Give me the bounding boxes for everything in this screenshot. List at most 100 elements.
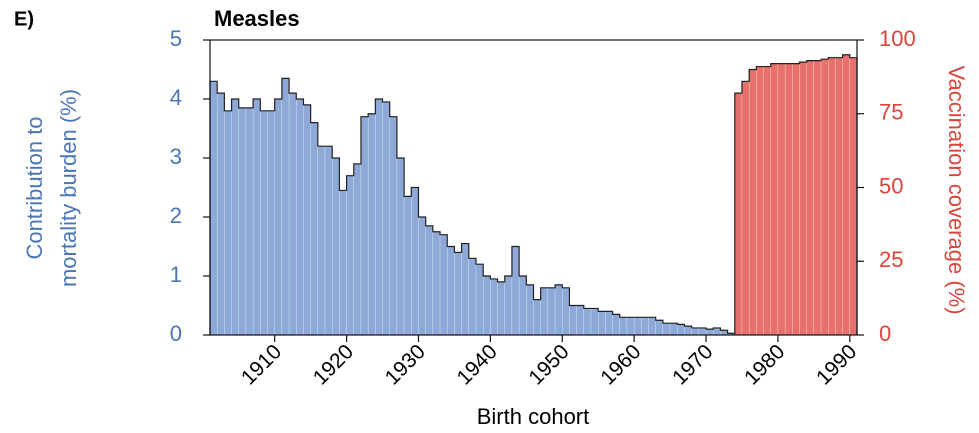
bar bbox=[411, 187, 419, 336]
x-tick-label: 1980 bbox=[740, 340, 789, 389]
bar bbox=[260, 110, 268, 336]
bar bbox=[403, 196, 412, 336]
bar bbox=[533, 299, 541, 336]
bar bbox=[454, 252, 462, 336]
bar-outline bbox=[209, 77, 858, 336]
bar bbox=[547, 287, 556, 336]
bar bbox=[792, 63, 800, 336]
y2-tick-label: 75 bbox=[879, 100, 903, 125]
x-tick-label: 1960 bbox=[596, 340, 645, 389]
x-tick-label: 1930 bbox=[381, 340, 430, 389]
bar bbox=[490, 278, 498, 336]
bar bbox=[346, 175, 354, 336]
bar bbox=[648, 317, 656, 336]
bar bbox=[612, 314, 620, 336]
bar bbox=[849, 57, 858, 336]
bar bbox=[720, 330, 728, 336]
x-tick-label: 1940 bbox=[453, 340, 502, 389]
y-axis-label: mortality burden (%) bbox=[56, 89, 81, 287]
bar bbox=[518, 275, 527, 336]
bar bbox=[554, 284, 563, 336]
bar bbox=[339, 190, 347, 336]
y2-tick-label: 25 bbox=[879, 247, 903, 272]
bar bbox=[633, 317, 642, 336]
x-tick-label: 1910 bbox=[237, 340, 286, 389]
y-tick-label: 0 bbox=[170, 321, 182, 346]
x-tick-label: 1950 bbox=[524, 340, 573, 389]
bar bbox=[224, 110, 232, 336]
bar bbox=[820, 58, 829, 336]
bar bbox=[274, 98, 283, 336]
bar bbox=[288, 92, 297, 336]
y2-tick-label: 50 bbox=[879, 173, 903, 198]
bar bbox=[382, 101, 390, 336]
bar bbox=[439, 234, 448, 336]
bar bbox=[310, 122, 319, 336]
y2-axis-label: Vaccination coverage (%) bbox=[944, 65, 969, 314]
x-tick-label: 1970 bbox=[668, 340, 717, 389]
bar bbox=[231, 98, 239, 336]
bar bbox=[669, 323, 678, 336]
bar bbox=[590, 308, 599, 336]
bar bbox=[447, 246, 455, 336]
bar bbox=[842, 54, 851, 336]
bar bbox=[267, 110, 275, 336]
bar bbox=[691, 327, 700, 336]
bar bbox=[741, 81, 750, 336]
bar bbox=[303, 104, 311, 336]
bar bbox=[504, 275, 513, 336]
bar bbox=[756, 66, 764, 336]
bar bbox=[209, 81, 218, 336]
bar bbox=[835, 57, 843, 336]
bar bbox=[562, 287, 570, 336]
bar bbox=[748, 69, 757, 336]
bar bbox=[799, 61, 807, 336]
bar bbox=[806, 60, 815, 336]
bar bbox=[296, 98, 304, 336]
bar bbox=[684, 325, 692, 336]
y2-tick-label: 100 bbox=[879, 26, 916, 51]
bar bbox=[641, 317, 649, 336]
bar bbox=[245, 107, 254, 336]
bar bbox=[360, 116, 369, 336]
bar bbox=[332, 157, 340, 336]
bar bbox=[540, 287, 549, 336]
y-tick-label: 3 bbox=[170, 144, 182, 169]
bar bbox=[389, 116, 398, 336]
bar bbox=[655, 320, 664, 336]
bar bbox=[252, 98, 261, 336]
bar bbox=[468, 258, 477, 336]
y-tick-label: 5 bbox=[170, 26, 182, 51]
bar bbox=[598, 311, 606, 336]
chart-title: Measles bbox=[214, 6, 300, 31]
bar bbox=[605, 311, 613, 336]
bar bbox=[828, 57, 836, 336]
bar bbox=[375, 98, 383, 336]
bar bbox=[367, 113, 376, 336]
bar bbox=[784, 63, 793, 336]
bar bbox=[698, 327, 707, 336]
bar bbox=[418, 216, 426, 336]
bar bbox=[713, 327, 721, 336]
bar bbox=[677, 324, 685, 336]
bar bbox=[569, 305, 577, 336]
x-axis-label: Birth cohort bbox=[477, 404, 590, 429]
bar bbox=[576, 305, 585, 336]
bar bbox=[396, 157, 405, 336]
x-tick-label: 1920 bbox=[309, 340, 358, 389]
bar bbox=[281, 78, 290, 336]
bar-outline bbox=[734, 54, 858, 335]
bar bbox=[511, 246, 520, 336]
y-tick-label: 4 bbox=[170, 85, 182, 110]
bar bbox=[619, 317, 628, 336]
bar bbox=[583, 308, 592, 336]
bar bbox=[813, 60, 822, 336]
bar bbox=[705, 328, 714, 336]
bar bbox=[317, 145, 326, 336]
bar bbox=[734, 92, 743, 336]
bar bbox=[626, 317, 635, 336]
bar bbox=[777, 63, 786, 336]
bar bbox=[425, 225, 434, 336]
y-axis-label: Contribution to bbox=[22, 116, 47, 259]
